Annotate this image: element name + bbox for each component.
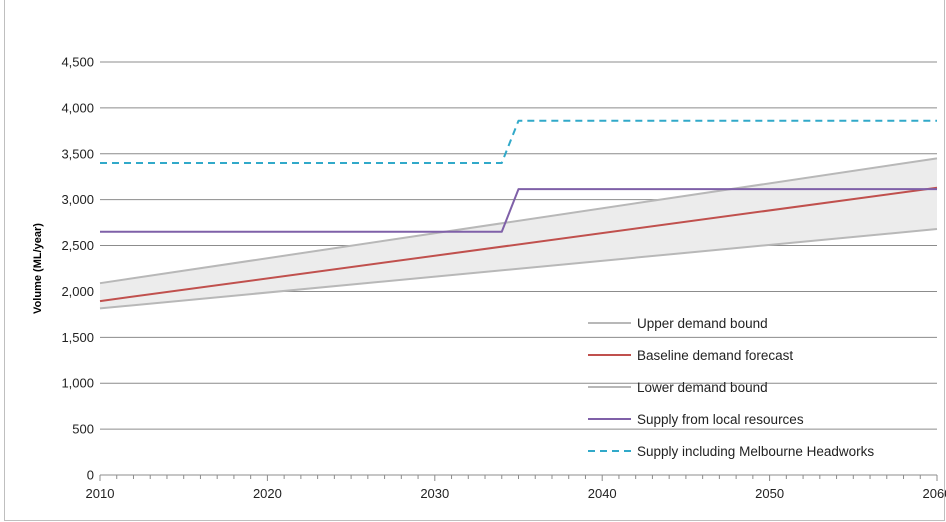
demand-band-fill — [100, 158, 937, 309]
series-line-supply-from-local-resources — [100, 188, 937, 233]
y-tick-label: 500 — [72, 422, 94, 437]
y-tick-label: 0 — [87, 468, 94, 483]
y-axis-title: Volume (ML/year) — [32, 223, 44, 314]
axes: 0 500 1,000 1,500 2,000 2,500 3,000 3,500 4,000 4… — [61, 55, 946, 502]
x-tick-label: 2060 — [923, 486, 946, 501]
y-tick-label: 2,500 — [61, 238, 94, 253]
y-tick-label: 3,500 — [61, 146, 94, 161]
chart-frame: 0 500 1,000 1,500 2,000 2,500 3,000 3,500 4,000 4… — [4, 0, 946, 521]
line-chart: 0 500 1,000 1,500 2,000 2,500 3,000 3,500 4,000 4… — [32, 55, 946, 502]
y-tick-label: 4,000 — [61, 100, 94, 115]
y-tick-label: 1,500 — [61, 330, 94, 345]
legend-label: Upper demand bound — [637, 316, 768, 331]
x-tick-label: 2010 — [86, 486, 115, 501]
legend: Upper demand bound Baseline demand foreca… — [588, 316, 874, 459]
x-tick-label: 2030 — [420, 486, 449, 501]
legend-label: Supply including Melbourne Headworks — [637, 444, 874, 459]
x-tick-label: 2020 — [253, 486, 282, 501]
series-line-supply-including-melbourne-headworks — [100, 119, 937, 164]
y-tick-label: 4,500 — [61, 55, 94, 70]
series — [99, 119, 938, 310]
demand-band — [100, 158, 937, 309]
y-tick-label: 3,000 — [61, 192, 94, 207]
y-tick-label: 1,000 — [61, 376, 94, 391]
legend-label: Baseline demand forecast — [637, 348, 793, 363]
y-tick-label: 2,000 — [61, 284, 94, 299]
legend-label: Supply from local resources — [637, 412, 804, 427]
x-tick-label: 2050 — [755, 486, 784, 501]
series-line-lower-demand-bound — [99, 228, 938, 310]
series-line-upper-demand-bound — [99, 157, 938, 285]
x-tick-label: 2040 — [588, 486, 617, 501]
legend-label: Lower demand bound — [637, 380, 768, 395]
series-line-baseline-demand-forecast — [99, 186, 938, 303]
